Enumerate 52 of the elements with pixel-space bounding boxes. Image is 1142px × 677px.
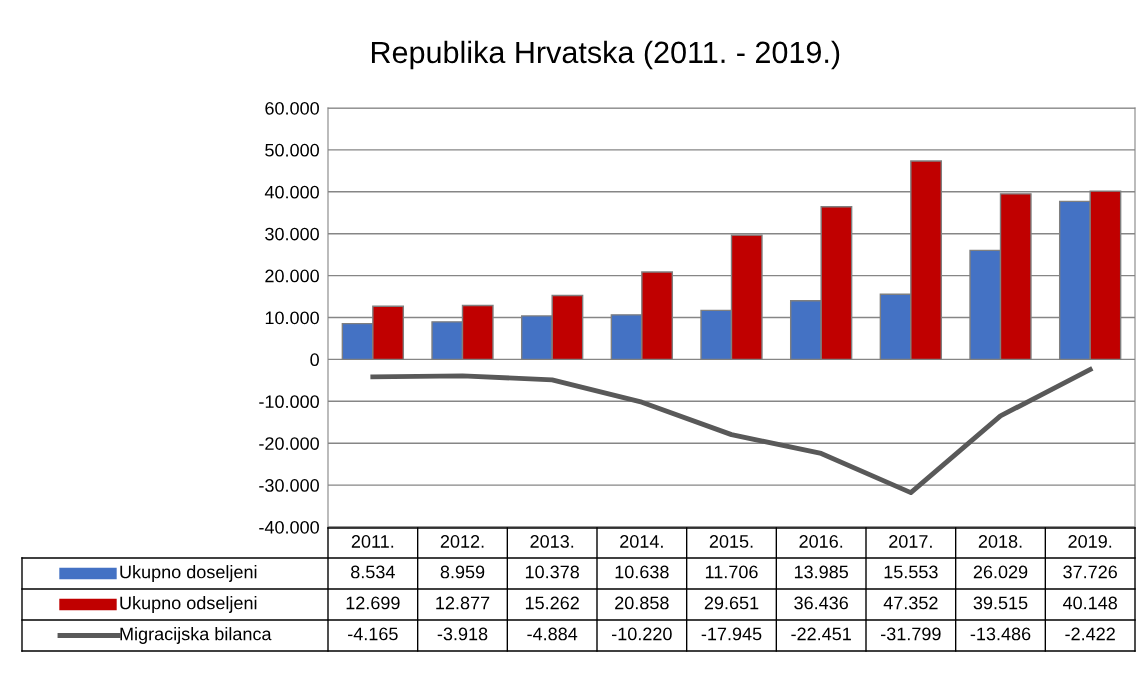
data-label: 36.436: [794, 596, 848, 610]
data-label: -4.884: [527, 627, 578, 641]
data-label: -17.945: [701, 627, 762, 641]
x-tick-label: 2013.: [530, 535, 574, 548]
data-label: -2.422: [1065, 627, 1115, 641]
legend-label: Migracijska bilanca: [120, 627, 272, 644]
data-label: 10.638: [615, 565, 669, 579]
chart-title: Republika Hrvatska (2011. - 2019.): [371, 40, 840, 70]
x-tick-label: 2011.: [351, 535, 394, 548]
data-label: -13.486: [970, 627, 1031, 641]
y-tick-label: 10.000: [265, 311, 319, 325]
x-tick-label: 2015.: [709, 535, 753, 548]
data-label: 8.959: [440, 565, 485, 579]
data-label: 8.534: [351, 565, 395, 579]
data-label: 12.877: [436, 596, 490, 610]
x-tick-label: 2019.: [1068, 535, 1112, 548]
data-label: 10.378: [525, 565, 579, 579]
y-tick-label: 40.000: [264, 185, 319, 199]
data-label: -22.451: [791, 627, 851, 641]
x-tick-label: 2018.: [978, 535, 1022, 548]
data-label: 13.985: [794, 565, 849, 579]
y-tick-label: 60.000: [265, 101, 319, 115]
data-label: -10.220: [612, 627, 672, 641]
legend-label: Ukupno doseljeni: [120, 565, 257, 582]
data-label: -31.799: [881, 627, 941, 641]
line-series: [370, 367, 1093, 496]
y-tick-label: 0: [310, 353, 319, 367]
data-label: 12.699: [346, 596, 400, 610]
data-label: -4.165: [348, 627, 398, 641]
legend-label: Ukupno odseljeni: [120, 596, 257, 613]
data-label: 26.029: [973, 565, 1028, 579]
y-tick-label: 30.000: [265, 227, 319, 241]
data-label: 47.352: [883, 596, 938, 610]
data-label: 15.262: [525, 596, 579, 610]
data-label: 40.148: [1062, 596, 1117, 610]
data-label: 11.706: [705, 565, 758, 579]
x-tick-label: 2016.: [799, 535, 843, 548]
y-tick-label: 20.000: [265, 269, 319, 283]
data-label: 15.553: [884, 565, 938, 579]
y-tick-label: -30.000: [259, 479, 319, 492]
data-label: 29.651: [704, 596, 759, 610]
data-label: 39.515: [973, 596, 1028, 610]
x-tick-label: 2014.: [620, 535, 663, 548]
data-label: 20.858: [615, 596, 669, 610]
y-tick-label: 50.000: [265, 143, 319, 157]
data-label: 37.726: [1063, 565, 1117, 579]
data-label: -3.918: [437, 627, 488, 641]
y-tick-label: -40.000: [259, 520, 319, 534]
x-tick-label: 2012.: [440, 535, 484, 548]
y-tick-label: -20.000: [259, 437, 319, 450]
x-tick-label: 2017.: [889, 535, 932, 548]
y-tick-label: -10.000: [259, 395, 319, 409]
